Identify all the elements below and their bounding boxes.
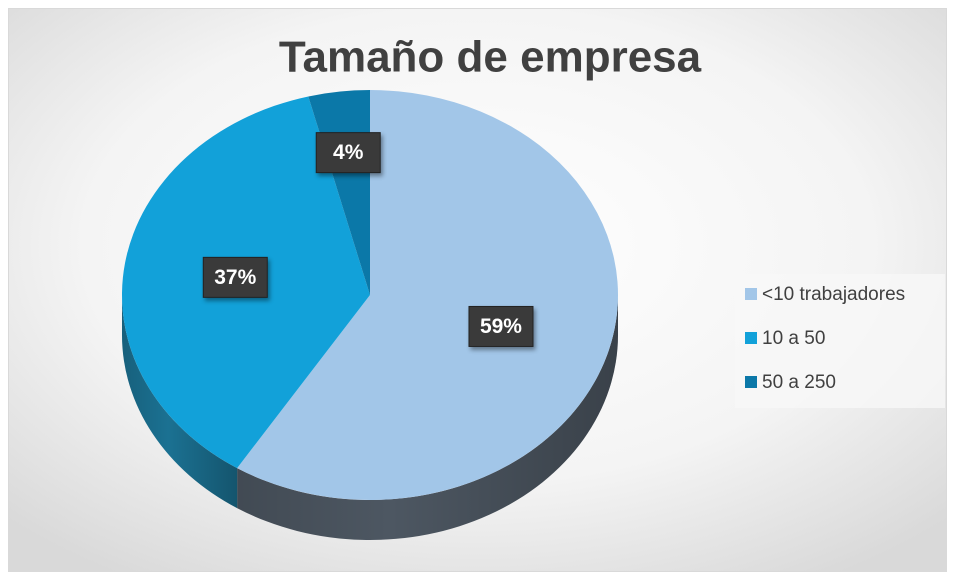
legend-swatch <box>745 332 757 344</box>
legend-swatch <box>745 376 757 388</box>
legend-box <box>735 274 945 408</box>
slice-side-shade <box>122 295 238 509</box>
chart-title: Tamaño de empresa <box>279 33 702 82</box>
data-label-box <box>468 305 534 347</box>
data-label-text: 4% <box>333 141 364 164</box>
legend-label: 10 a 50 <box>762 328 825 349</box>
data-label-box <box>315 132 381 174</box>
legend-label: 50 a 250 <box>762 372 836 393</box>
data-label-box <box>202 256 268 298</box>
legend-label: <10 trabajadores <box>762 284 905 305</box>
slice-side-shade <box>237 295 618 540</box>
data-label: 59% <box>468 305 534 347</box>
data-label-text: 59% <box>480 315 522 338</box>
legend-swatch <box>745 288 757 300</box>
data-label: 4% <box>315 132 381 174</box>
data-label-text: 37% <box>214 266 256 289</box>
data-label: 37% <box>202 256 268 298</box>
slice <box>237 90 618 500</box>
